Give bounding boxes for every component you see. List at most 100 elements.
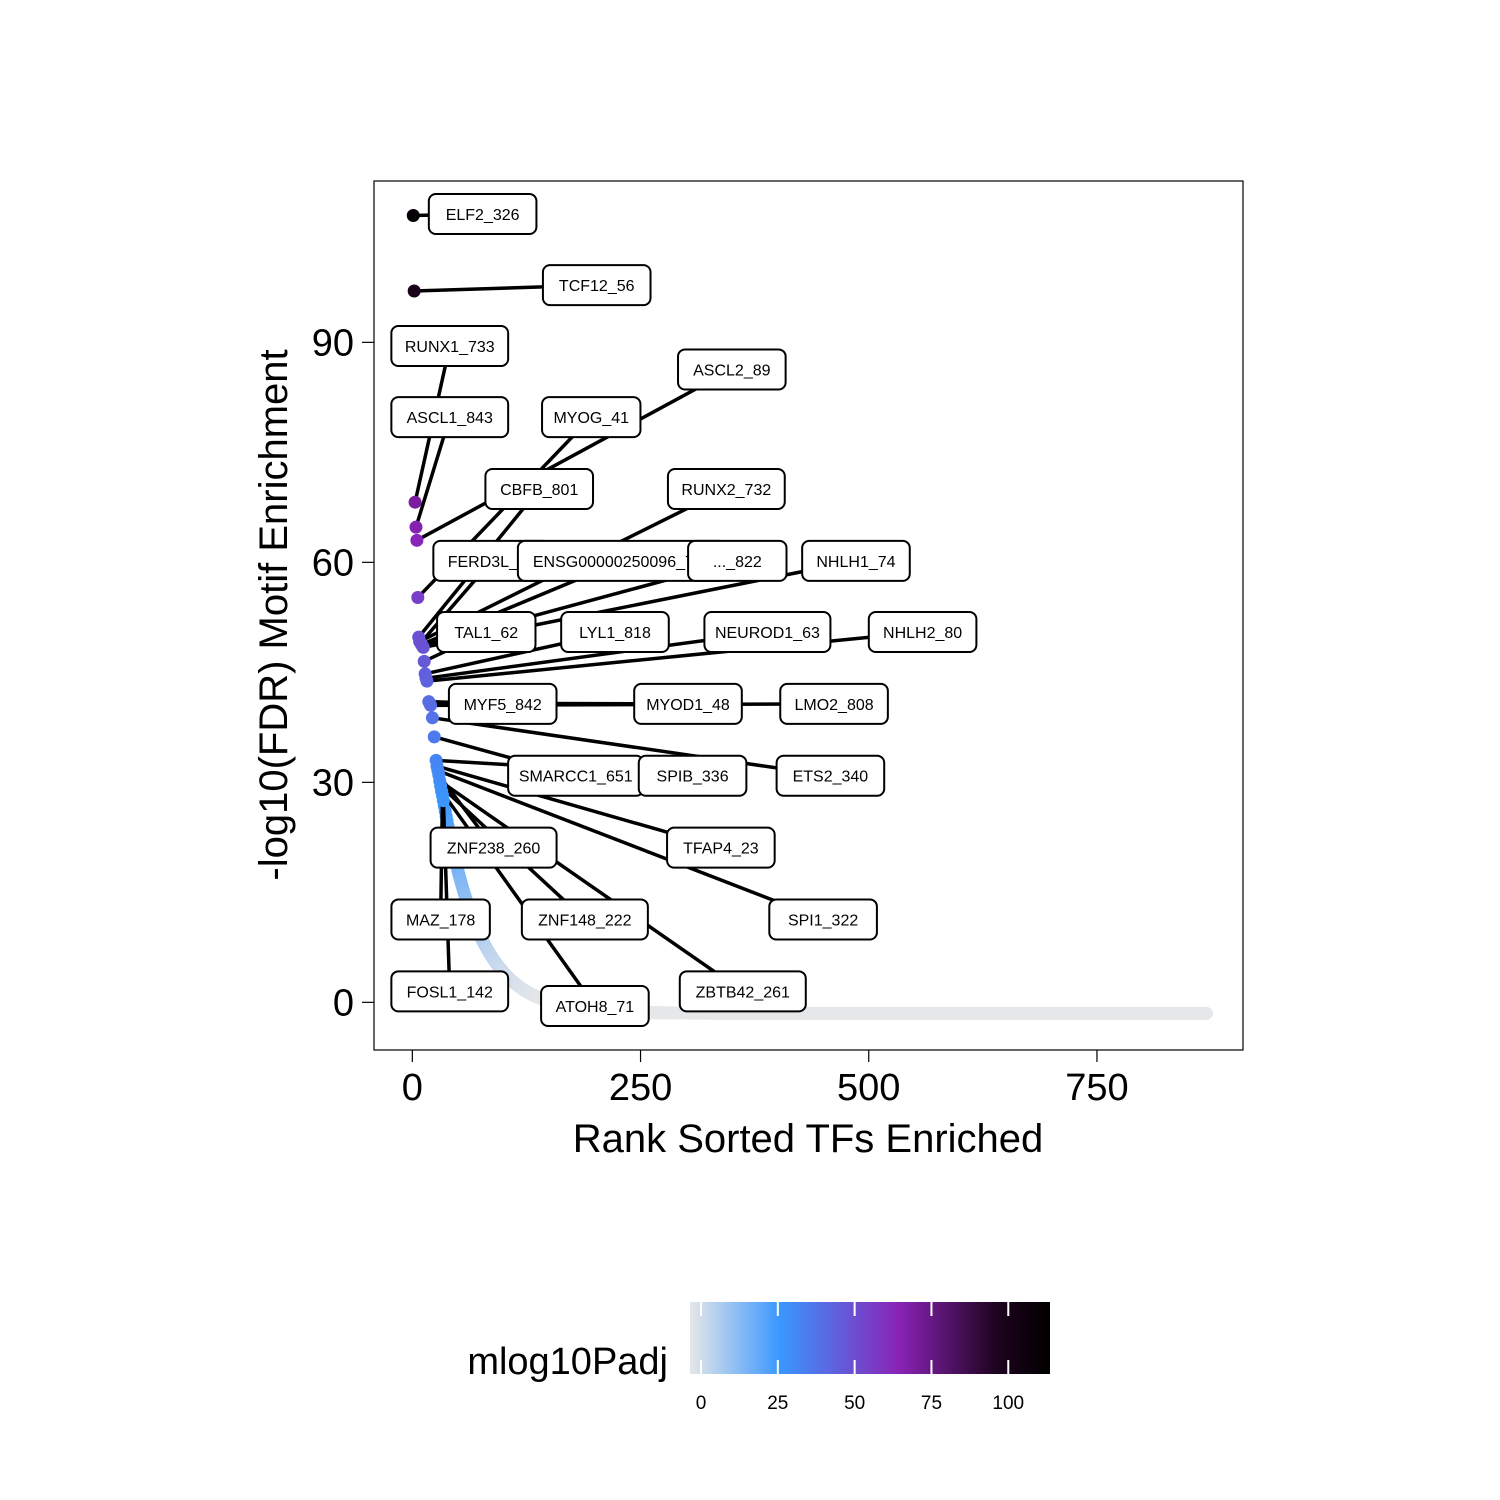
tf-label-text: ATOH8_71 [556,999,635,1016]
y-tick-label: 60 [312,542,354,584]
tf-label-box [678,970,807,1013]
tf-label-text: NHLH1_74 [816,554,895,571]
tf-label-text: MYOD1_48 [646,697,730,714]
tf-label-text: RUNX1_733 [405,339,495,356]
tf-label-text: SMARCC1_651 [519,769,633,786]
tf-label-box [867,611,978,653]
tf-label-box [637,754,748,797]
tf-label: ELF2_326 [427,193,538,235]
tf-label: MYOG_41 [541,396,642,439]
tf-label-box [520,898,649,941]
tf-label-box [390,396,510,439]
tf-label-box [484,468,595,510]
tf-label-text: MAZ_178 [406,912,475,929]
tf-label: MAZ_178 [390,898,491,941]
tf-label-box [779,682,889,725]
tf-label: MYOD1_48 [633,682,743,725]
tf-label-text: FERD3L_58 [448,554,536,571]
x-axis: 0 250 500 750 [402,1050,1129,1109]
tf-label: ..._822 [687,539,788,582]
tf-label-text: ZNF148_222 [538,912,631,929]
tf-label-text: NEUROD1_63 [715,625,820,642]
legend-tick-label: 50 [844,1393,865,1414]
tf-label-text: SPI1_322 [788,912,858,929]
tf-label-text: FOSL1_142 [407,984,493,1001]
tf-label-box [447,682,558,725]
tf-label: NHLH2_80 [867,611,978,653]
tf-label: RUNX2_732 [666,468,786,510]
x-tick-label: 750 [1065,1067,1128,1109]
tf-label-box [427,193,538,235]
tf-label-text: LMO2_808 [794,697,873,714]
tf-label-box [775,754,886,797]
tf-label: FOSL1_142 [390,970,510,1013]
tf-label: SMARCC1_651 [507,754,645,797]
tf-label-box [666,826,776,869]
legend-tick-label: 75 [921,1393,942,1414]
tf-label-box [687,539,788,582]
tf-label: TAL1_62 [436,611,537,653]
legend-tick-label: 25 [767,1393,788,1414]
tf-label-box [560,611,670,653]
tf-point-highlighted [406,208,420,222]
tf-label-text: LYL1_818 [579,625,651,642]
x-tick-label: 500 [837,1067,900,1109]
tf-label-text: ..._822 [713,554,762,571]
tf-label: NEUROD1_63 [703,611,832,653]
label-connector [426,630,923,683]
tf-label-text: ASCL2_89 [693,362,770,379]
tf-label: ZNF148_222 [520,898,649,941]
tf-label-box [703,611,832,653]
tf-label-box [429,826,558,869]
tf-point-highlighted [417,654,431,668]
legend-ticks: 0 25 50 75 100 [696,1302,1024,1414]
tf-label-box [677,348,787,391]
tf-label-box [436,611,537,653]
tf-label-text: ASCL1_843 [407,410,493,427]
tf-label-text: TFAP4_23 [683,841,759,858]
tf-label: ETS2_340 [775,754,886,797]
tf-label: ATOH8_71 [540,985,650,1027]
tf-label: LMO2_808 [779,682,889,725]
tf-point-highlighted [425,711,439,725]
tf-label-box [541,396,642,439]
y-tick-label: 90 [312,322,354,364]
tf-label-box [540,985,650,1027]
tf-label-box [390,325,510,367]
y-axis-title: -log10(FDR) Motif Enrichment [252,349,296,880]
x-axis-title: Rank Sorted TFs Enriched [573,1117,1044,1161]
tf-point-highlighted [408,495,422,509]
tf-label: SPIB_336 [637,754,748,797]
tf-label-text: RUNX2_732 [681,482,771,499]
tf-label-text: TAL1_62 [454,625,518,642]
tf-label: MYF5_842 [447,682,558,725]
tf-label-text: CBFB_801 [500,482,578,499]
tf-point-highlighted [418,667,432,681]
legend-tick-label: 100 [992,1393,1024,1414]
x-tick-label: 250 [609,1067,672,1109]
tf-label-box [390,898,491,941]
tf-label-box [541,264,652,307]
tf-label-text: TCF12_56 [559,278,635,295]
tf-label-box [390,970,510,1013]
tf-label-text: MYF5_842 [464,697,542,714]
tf-point-highlighted [412,630,426,644]
tf-point-highlighted [422,695,436,709]
tf-point-highlighted [410,533,424,547]
tf-label-text: NHLH2_80 [883,625,962,642]
y-tick-label: 0 [333,982,354,1024]
tf-label-box [666,468,786,510]
highlight-points [406,208,450,808]
tf-label: ZNF238_260 [429,826,558,869]
label-connector [437,768,824,922]
tf-label-text: ZNF238_260 [447,841,540,858]
y-tick-label: 30 [312,762,354,804]
tf-point-highlighted [407,284,421,298]
tf-label: ZBTB42_261 [678,970,807,1013]
tf-label: NHLH1_74 [801,539,911,582]
tf-label: ENSG00000250096_734 [516,539,728,582]
tf-label-text: ETS2_340 [793,769,869,786]
tf-label-text: ELF2_326 [446,207,520,224]
tf-label: ASCL2_89 [677,348,787,391]
